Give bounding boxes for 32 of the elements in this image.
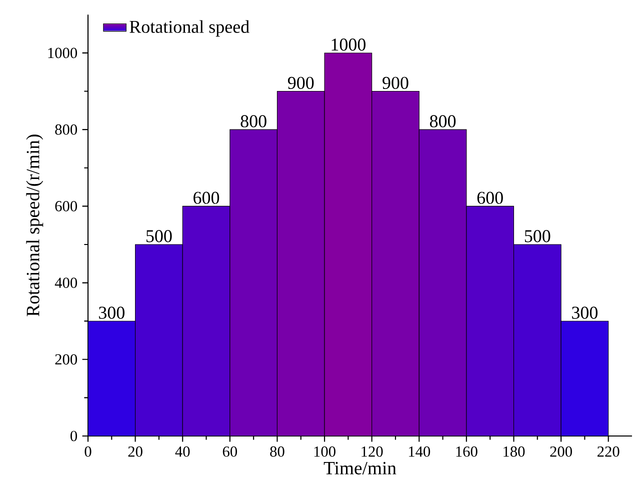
y-tick-label: 800 (55, 124, 78, 135)
data-label: 900 (382, 76, 408, 89)
x-tick-label: 120 (362, 446, 383, 457)
data-label: 600 (194, 192, 220, 204)
data-label: 900 (288, 76, 314, 89)
x-tick-label: 180 (504, 446, 525, 457)
y-axis-title: Rotational speed/(r/min) (26, 134, 44, 316)
data-label: 800 (430, 115, 456, 128)
data-label: 500 (524, 230, 550, 242)
data-label: 1000 (332, 38, 366, 51)
y-tick-label: 600 (55, 201, 78, 212)
data-label: 300 (99, 306, 124, 319)
x-tick-label: 80 (270, 446, 284, 457)
x-tick-label: 220 (598, 446, 620, 457)
y-tick-label: 1000 (48, 48, 78, 58)
data-label: 300 (572, 306, 598, 319)
legend-label: Rotational speed (130, 20, 250, 37)
data-label: 600 (477, 192, 503, 204)
x-tick-label: 60 (222, 446, 238, 457)
x-tick-label: 160 (456, 446, 478, 457)
x-tick-label: 200 (550, 446, 572, 457)
x-tick-label: 140 (408, 446, 430, 457)
data-label: 800 (240, 115, 266, 128)
y-tick-label: 200 (55, 354, 78, 365)
x-tick-label: 100 (314, 446, 336, 457)
x-tick-label: 40 (175, 446, 190, 457)
y-tick-label: 0 (70, 430, 78, 442)
x-axis-title: Time/min (324, 462, 396, 474)
y-tick-label: 400 (54, 278, 78, 288)
x-tick-label: 0 (84, 446, 92, 457)
x-tick-label: 20 (128, 446, 142, 457)
data-label: 500 (146, 230, 172, 242)
